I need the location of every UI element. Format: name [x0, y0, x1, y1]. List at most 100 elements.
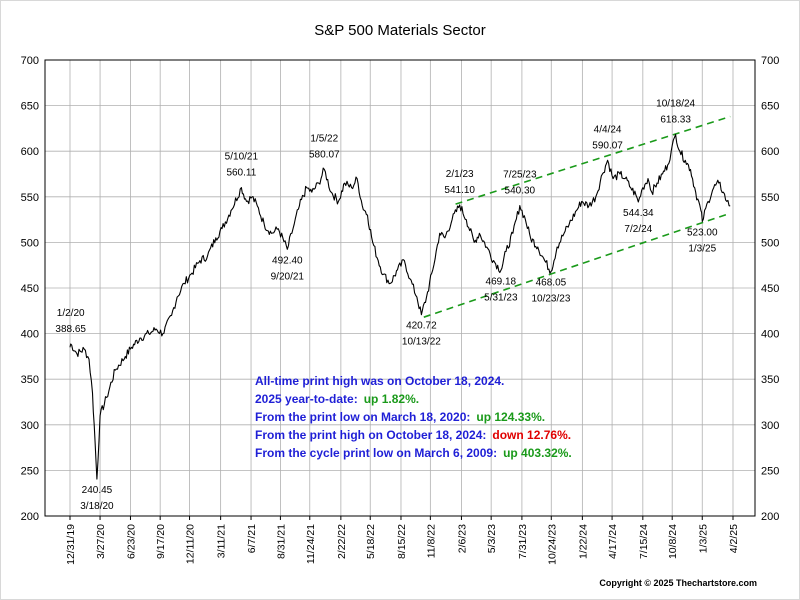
note-value: up 124.33%. [476, 410, 545, 424]
y-axis-left: 200 250 300 350 400 450 500 550 600 650 700 [21, 55, 39, 523]
trendlines [423, 115, 731, 318]
note-value: up 403.32%. [503, 446, 572, 460]
note-line: All-time print high was on October 18, 2… [255, 374, 504, 388]
annotation-value-label: 618.33 [660, 114, 691, 125]
x-tick-label: 2/6/23 [456, 524, 468, 553]
annotation-value-label: 590.07 [592, 140, 623, 151]
annotation-value-label: 580.07 [309, 149, 340, 160]
annotation-date-label: 10/18/24 [656, 98, 695, 109]
note-text: From the print low on March 18, 2020: [255, 410, 470, 424]
note-line: 2025 year-to-date: up 1.82%. [255, 392, 419, 406]
y-tick-label-left: 450 [21, 283, 39, 295]
annotation-date-label: 7/25/23 [503, 170, 537, 181]
x-tick-label: 8/31/21 [275, 524, 287, 559]
y-tick-label-right: 400 [761, 329, 779, 341]
note-text: From the print high on October 18, 2024: [255, 428, 486, 442]
annotation-value-label: 240.45 [82, 485, 113, 496]
x-tick-label: 7/31/23 [517, 524, 529, 559]
annotation-date-label: 2/1/23 [446, 169, 474, 180]
y-tick-label-left: 350 [21, 374, 39, 386]
note-line: From the print high on October 18, 2024:… [255, 428, 571, 442]
annotation-date-label: 1/3/25 [688, 243, 716, 254]
y-tick-label-right: 500 [761, 237, 779, 249]
annotation-value-label: 468.05 [536, 278, 567, 289]
annotation-date-label: 1/5/22 [310, 133, 338, 144]
summary-notes: All-time print high was on October 18, 2… [255, 374, 572, 460]
y-axis-right: 200 250 300 350 400 450 500 550 600 650 700 [761, 55, 779, 523]
plot-area-border [44, 59, 756, 517]
y-tick-label-right: 200 [761, 511, 779, 523]
annotation-date-label: 10/23/23 [531, 294, 570, 305]
x-tick-label: 4/17/24 [607, 524, 619, 559]
annotation-date-label: 5/10/21 [225, 152, 259, 163]
annotation-value-label: 560.11 [226, 168, 256, 179]
x-tick-label: 12/11/20 [185, 524, 197, 564]
x-tick-label: 5/3/23 [486, 524, 498, 553]
x-tick-label: 8/15/22 [396, 524, 408, 559]
y-tick-label-left: 700 [21, 55, 39, 67]
x-tick-label: 3/11/21 [216, 524, 228, 558]
x-tick-label: 2/22/22 [336, 524, 348, 559]
note-text: From the cycle print low on March 6, 200… [255, 446, 497, 460]
x-tick-label: 12/31/19 [65, 524, 77, 565]
annotation-value-label: 540.30 [505, 186, 536, 197]
y-tick-label-right: 350 [761, 374, 779, 386]
x-tick-label: 10/8/24 [667, 524, 679, 559]
annotation-value-label: 541.10 [444, 185, 475, 196]
note-line: From the print low on March 18, 2020: up … [255, 410, 545, 424]
y-tick-label-right: 250 [761, 465, 779, 477]
y-tick-label-right: 700 [761, 55, 779, 67]
annotation-date-label: 1/2/20 [57, 308, 85, 319]
y-tick-label-left: 250 [21, 465, 39, 477]
x-tick-label: 1/22/24 [577, 524, 589, 559]
y-tick-label-left: 500 [21, 237, 39, 249]
annotation-date-label: 10/13/22 [402, 337, 441, 348]
x-tick-label: 7/15/24 [638, 524, 650, 559]
note-text: 2025 year-to-date: [255, 392, 358, 406]
x-tick-label: 1/3/25 [697, 524, 709, 553]
annotation-value-label: 420.72 [406, 321, 437, 332]
price-annotations: 1/2/20 388.65 240.45 3/18/20 5/10/21 560.11 49… [55, 98, 718, 512]
grid-lines [45, 59, 755, 517]
y-tick-label-right: 650 [761, 101, 779, 113]
y-tick-label-right: 300 [761, 420, 779, 432]
price-line [69, 133, 731, 480]
chart-title: S&P 500 Materials Sector [314, 22, 485, 39]
annotation-value-label: 544.34 [623, 208, 654, 219]
x-tick-label: 4/2/25 [728, 524, 740, 553]
x-tick-label: 6/7/21 [246, 524, 258, 553]
annotation-value-label: 492.40 [272, 255, 303, 266]
x-tick-label: 5/18/22 [365, 524, 377, 559]
y-tick-label-left: 300 [21, 420, 39, 432]
y-tick-label-right: 450 [761, 283, 779, 295]
note-line: From the cycle print low on March 6, 200… [255, 446, 572, 460]
y-tick-label-left: 550 [21, 192, 39, 204]
x-tick-label: 3/27/20 [95, 524, 107, 559]
annotation-date-label: 9/20/21 [271, 271, 305, 282]
x-tick-label: 10/24/23 [546, 524, 558, 565]
note-value: up 1.82%. [364, 392, 419, 406]
note-value: down 12.76%. [492, 428, 571, 442]
price-series [69, 133, 731, 480]
annotation-value-label: 388.65 [55, 324, 86, 335]
x-tick-label: 11/24/21 [305, 524, 317, 564]
y-tick-label-left: 650 [21, 101, 39, 113]
annotation-date-label: 5/31/23 [484, 293, 518, 304]
annotation-date-label: 3/18/20 [80, 501, 114, 512]
y-tick-label-left: 600 [21, 146, 39, 158]
annotation-date-label: 7/2/24 [624, 224, 652, 235]
note-text: All-time print high was on October 18, 2… [255, 374, 504, 388]
copyright-text: Copyright © 2025 Thechartstore.com [599, 578, 757, 588]
trendline-upper [455, 115, 731, 205]
y-tick-label-right: 550 [761, 192, 779, 204]
x-tick-label: 11/8/22 [425, 524, 437, 558]
x-tick-label: 6/23/20 [125, 524, 137, 559]
annotation-value-label: 469.18 [486, 277, 517, 288]
annotation-value-label: 523.00 [687, 227, 718, 238]
y-tick-label-left: 200 [21, 511, 39, 523]
y-tick-label-left: 400 [21, 329, 39, 341]
x-axis: 12/31/19 3/27/20 6/23/20 9/17/20 12/11/20 3/1… [65, 516, 740, 565]
trendline-lower [423, 212, 731, 318]
